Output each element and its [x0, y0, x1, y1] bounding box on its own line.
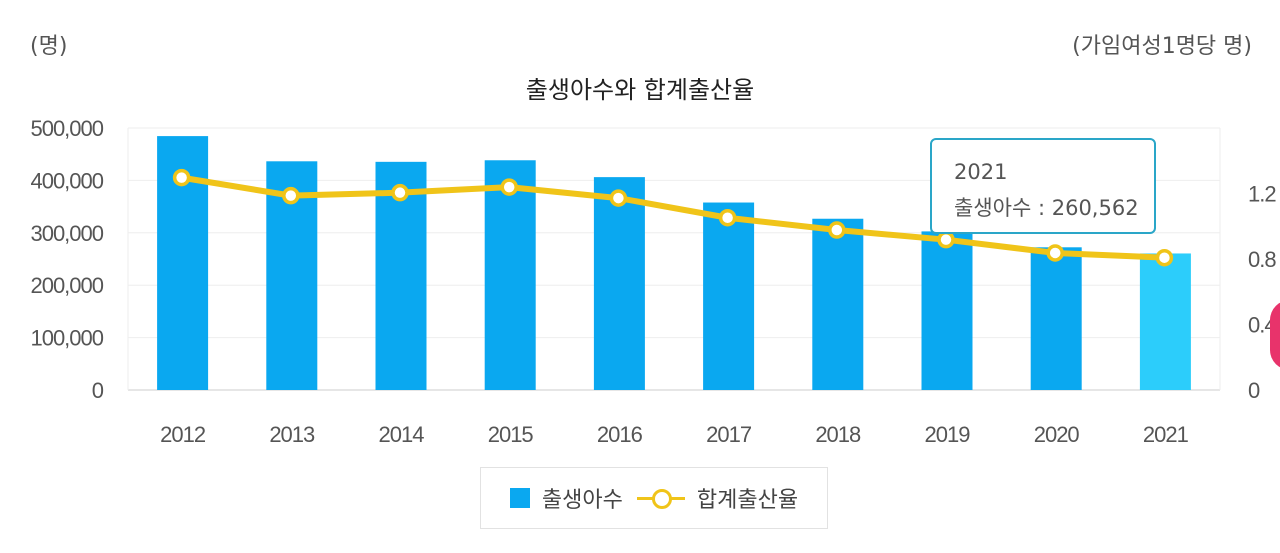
- legend-label-births: 출생아수: [541, 488, 623, 513]
- y-right-tick-label: 0.8: [1248, 247, 1276, 272]
- line-point: [828, 221, 846, 239]
- bar: [484, 160, 536, 390]
- left-axis-unit: (명): [30, 34, 68, 59]
- bar: [812, 218, 864, 390]
- x-tick-label: 2013: [269, 422, 315, 447]
- bar: [1139, 253, 1191, 390]
- chart-title: 출생아수와 합계출산율: [525, 76, 755, 104]
- tooltip-label: 출생아수 :: [954, 196, 1046, 220]
- bar: [1030, 247, 1082, 390]
- x-tick-label: 2020: [1034, 422, 1080, 447]
- line-point: [718, 208, 737, 227]
- tooltip-year: 2021: [954, 160, 1008, 184]
- tooltip: 2021 출생아수 : 260,562: [930, 138, 1156, 234]
- x-tick-label: 2017: [706, 422, 752, 447]
- x-tick-label: 2012: [160, 422, 206, 447]
- y-left-tick-label: 200,000: [30, 273, 103, 298]
- line-point: [391, 183, 409, 202]
- right-axis-unit: (가임여성1명당 명): [1072, 34, 1252, 59]
- legend-item-fertility[interactable]: 합계출산율: [636, 482, 799, 514]
- line-series: [172, 168, 1174, 267]
- line-point: [1155, 248, 1174, 267]
- legend-bar-swatch: [509, 488, 530, 508]
- y-left-tick-label: 100,000: [30, 326, 103, 351]
- y-left-tick-label: 500,000: [30, 116, 103, 141]
- line-point: [1046, 244, 1064, 262]
- y-right-tick-label: 1.2: [1248, 182, 1276, 207]
- line-point: [282, 186, 300, 205]
- legend-line-swatch: [636, 488, 685, 509]
- y-right-tick-label: 0: [1248, 378, 1260, 403]
- fertility-line: [178, 174, 1168, 261]
- y-left-tick-label: 400,000: [30, 168, 103, 193]
- bar: [703, 202, 755, 390]
- tooltip-body: 출생아수 : 260,562: [954, 190, 1154, 226]
- legend: 출생아수 합계출산율: [480, 467, 828, 529]
- floating-action-button[interactable]: [1270, 300, 1280, 370]
- tooltip-value: 260,562: [1051, 196, 1139, 220]
- line-point: [500, 178, 518, 196]
- axis-ticks: 0100,000200,000300,000400,000500,00000.4…: [30, 116, 1277, 447]
- x-tick-label: 2014: [379, 422, 425, 447]
- line-point: [609, 189, 628, 207]
- legend-label-fertility: 합계출산율: [696, 488, 799, 513]
- y-left-tick-label: 300,000: [30, 221, 103, 246]
- x-tick-label: 2021: [1143, 422, 1189, 447]
- line-point: [937, 230, 955, 249]
- x-tick-label: 2019: [925, 422, 971, 447]
- x-tick-label: 2018: [815, 422, 861, 447]
- bar: [921, 231, 973, 390]
- x-tick-label: 2016: [597, 422, 643, 447]
- y-left-tick-label: 0: [92, 378, 104, 403]
- bar: [593, 177, 645, 390]
- line-point: [172, 168, 191, 187]
- x-tick-label: 2015: [488, 422, 534, 447]
- legend-item-births[interactable]: 출생아수: [509, 482, 623, 514]
- bar-series: [157, 136, 1191, 390]
